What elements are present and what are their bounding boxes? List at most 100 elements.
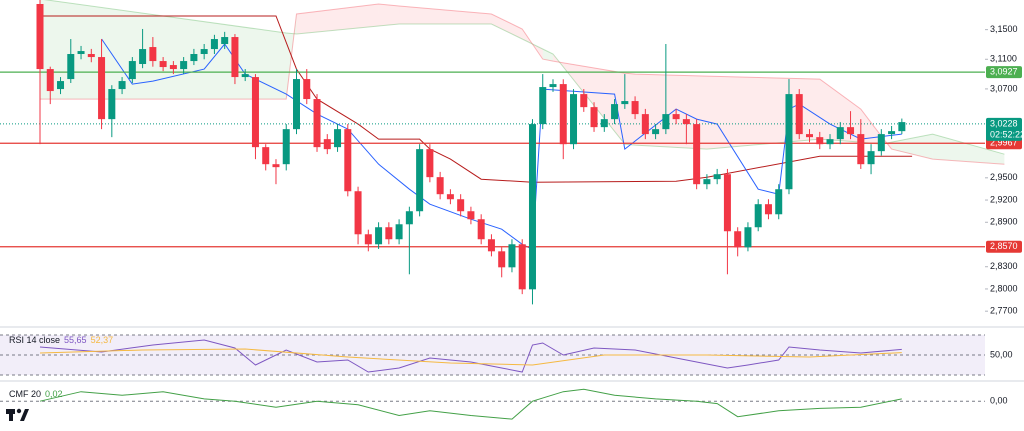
candle-body	[108, 89, 116, 120]
candle-body	[57, 81, 65, 90]
candle-body	[128, 61, 136, 80]
indicator-legend: CMF 20 0,02	[9, 389, 63, 399]
candle-body	[764, 204, 772, 215]
candle-body	[200, 49, 208, 55]
candle-body	[251, 77, 259, 148]
candle-body	[67, 54, 75, 80]
candle-body	[775, 189, 783, 215]
candle-body	[313, 99, 321, 148]
candle-body	[549, 84, 557, 88]
candle-body	[180, 61, 188, 70]
level-label: 2,8570	[990, 241, 1018, 251]
y-tick-label: 50,00	[990, 349, 1013, 359]
y-tick-label: 2,8900	[990, 217, 1018, 227]
candle-body	[385, 227, 393, 240]
legend-text: 55,65	[64, 335, 87, 345]
candle-body	[354, 191, 362, 235]
candle-body	[293, 79, 300, 130]
candle-body	[826, 139, 834, 145]
candle-body	[416, 149, 424, 212]
candle-body	[867, 151, 875, 165]
candle-body	[477, 219, 485, 240]
candle-body	[169, 65, 177, 70]
candle-body	[611, 104, 619, 120]
candle-body	[210, 39, 218, 50]
current-price-label: 3,0228	[990, 118, 1018, 128]
candle-body	[662, 114, 670, 130]
level-label: 3,0927	[990, 66, 1018, 76]
candle-body	[631, 101, 639, 115]
candle-body	[231, 37, 239, 78]
candle-body	[847, 127, 855, 135]
y-tick-label: 2,8000	[990, 283, 1018, 293]
candle-body	[446, 194, 454, 200]
current-price-box	[986, 117, 1022, 141]
candle-body	[262, 147, 270, 165]
legend-text: 52,37	[91, 335, 114, 345]
y-tick-label: 2,8300	[990, 261, 1018, 271]
legend-text: RSI 14 close	[9, 335, 60, 345]
candle-body	[641, 114, 649, 135]
y-tick-label: 3,0700	[990, 83, 1018, 93]
candle-body	[221, 37, 229, 45]
candle-body	[467, 211, 475, 220]
y-tick-label: 3,1100	[990, 54, 1017, 64]
level-label-box	[986, 66, 1022, 79]
level-label: 2,9967	[990, 138, 1018, 148]
cloud-fill	[706, 76, 820, 150]
candle-body	[241, 74, 249, 78]
candle-body	[652, 129, 660, 135]
candle-body	[672, 114, 680, 120]
candle-body	[508, 244, 516, 268]
candle-body	[190, 54, 198, 62]
candle-body	[734, 231, 742, 248]
cloud-fill	[491, 14, 523, 40]
y-tick-label: 2,7700	[990, 306, 1018, 316]
candle-body	[795, 94, 803, 135]
candle-body	[98, 57, 106, 120]
candle-body	[518, 244, 526, 290]
candle-body	[139, 49, 147, 65]
candle-body	[816, 137, 824, 145]
candle-body	[436, 177, 444, 195]
candle-body	[498, 251, 506, 268]
cloud-fill	[378, 4, 400, 27]
indicator-legend: RSI 14 close 55,65 52,37	[9, 335, 113, 345]
cloud-fill	[624, 73, 636, 146]
candle-body	[395, 224, 403, 240]
candle-body	[303, 79, 311, 100]
candle-body	[785, 94, 793, 190]
candle-body	[806, 134, 813, 138]
tradingview-logo	[6, 408, 29, 421]
indicator-line	[39, 388, 902, 420]
cloud-fill	[522, 28, 543, 60]
candle-body	[46, 69, 54, 92]
cloud-fill	[296, 4, 379, 35]
y-tick-label: 3,1500	[990, 24, 1018, 34]
cloud-fill	[860, 109, 882, 145]
candle-body	[457, 199, 465, 212]
candle-body	[693, 124, 701, 185]
candle-body	[857, 134, 865, 165]
candle-body	[118, 81, 126, 90]
candle-body	[528, 124, 536, 290]
legend-text: 0,02	[45, 389, 63, 399]
candle-body	[375, 227, 383, 245]
candle-body	[149, 47, 157, 62]
candle-body	[282, 129, 290, 165]
indicator-line	[39, 348, 902, 366]
y-tick-label: 2,9200	[990, 194, 1018, 204]
candle-body	[754, 204, 762, 228]
candle-body	[323, 139, 331, 150]
level-label-box	[986, 240, 1022, 253]
y-tick-label: 0,00	[990, 396, 1008, 406]
candle-body	[539, 87, 547, 125]
y-tick-label: 2,9500	[990, 172, 1018, 182]
candle-body	[405, 211, 413, 225]
candle-body	[723, 174, 731, 232]
cloud-fill	[40, 0, 287, 100]
candle-body	[877, 134, 885, 152]
cloud-fill	[891, 134, 933, 160]
countdown-label: 02:52:22	[990, 129, 1024, 139]
